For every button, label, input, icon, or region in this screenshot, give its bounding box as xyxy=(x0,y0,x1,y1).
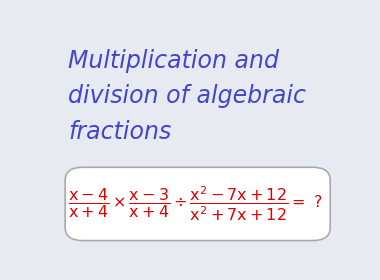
Text: $\dfrac{\mathsf{x-4}}{\mathsf{x+4}} \times \dfrac{\mathsf{x-3}}{\mathsf{x+4}} \d: $\dfrac{\mathsf{x-4}}{\mathsf{x+4}} \tim… xyxy=(68,185,322,223)
Text: division of algebraic: division of algebraic xyxy=(68,84,306,108)
Text: Multiplication and: Multiplication and xyxy=(68,49,279,73)
FancyBboxPatch shape xyxy=(65,167,330,241)
Text: fractions: fractions xyxy=(68,120,171,144)
